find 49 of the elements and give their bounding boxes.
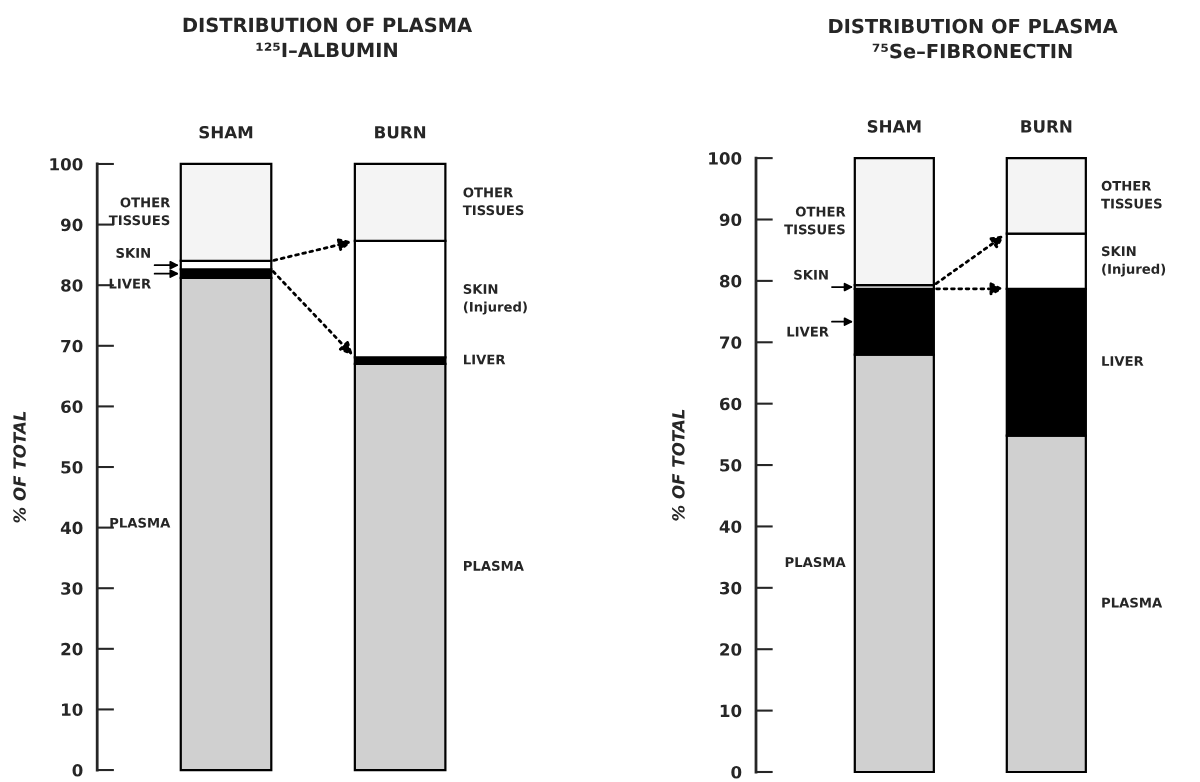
y-axis-title: % OF TOTAL (13, 411, 26, 523)
annotation: PLASMA (110, 517, 171, 528)
chart-subtitle: ⁷⁵Se–FIBRONECTIN (872, 43, 1072, 59)
annotation: LIVER (464, 354, 506, 365)
y-tick-label: 20 (720, 643, 742, 656)
y-tick-label: 50 (61, 460, 83, 474)
y-tick-label: 30 (61, 582, 83, 595)
annotation: LIVER (787, 326, 829, 337)
annotation: SKIN (794, 269, 828, 280)
annotation: OTHER TISSUES (108, 197, 171, 226)
chart-title: DISTRIBUTION OF PLASMA (183, 17, 473, 33)
chart-title: DISTRIBUTION OF PLASMA (829, 18, 1118, 34)
y-tick-label: 40 (60, 521, 83, 535)
y-tick-label: 50 (720, 459, 742, 472)
annotation: SKIN (Injured) (463, 284, 527, 315)
y-tick-label: 20 (61, 642, 83, 656)
annotation: LIVER (109, 278, 151, 289)
y-tick-label: 100 (709, 152, 742, 165)
y-tick-label: 70 (720, 336, 742, 349)
y-tick-label: 100 (50, 157, 83, 171)
x-tick-label: BURN (375, 126, 426, 139)
annotation: PLASMA (464, 560, 524, 571)
y-tick-label: 40 (719, 520, 742, 534)
y-tick-label: 60 (719, 397, 742, 411)
annotation: OTHER TISSUES (784, 206, 846, 235)
annotation: SKIN (Injured) (1101, 246, 1166, 277)
y-tick-label: 0 (72, 764, 83, 777)
annotation: LIVER (1102, 356, 1144, 366)
x-tick-label: SHAM (199, 125, 253, 139)
y-tick-label: 0 (731, 765, 742, 779)
y-tick-label: 80 (61, 279, 83, 292)
y-axis-title: % OF TOTAL (672, 409, 685, 521)
y-tick-label: 90 (60, 218, 83, 232)
annotation: PLASMA (1102, 597, 1163, 608)
y-tick-label: 80 (719, 274, 742, 288)
annotation: OTHER TISSUES (1101, 180, 1162, 209)
annotation: PLASMA (785, 557, 846, 568)
y-tick-label: 10 (62, 703, 83, 716)
y-tick-label: 60 (61, 400, 83, 413)
y-tick-label: 70 (61, 339, 83, 353)
annotation: OTHER TISSUES (462, 187, 524, 216)
y-tick-label: 30 (720, 581, 742, 595)
x-tick-label: BURN (1021, 120, 1072, 133)
bar (353, 362, 447, 772)
annotation: SKIN (116, 247, 150, 258)
x-tick-label: SHAM (867, 120, 921, 133)
y-tick-label: 90 (719, 213, 742, 227)
y-tick-label: 10 (720, 704, 742, 718)
chart-subtitle: ¹²⁵I–ALBUMIN (256, 42, 397, 58)
